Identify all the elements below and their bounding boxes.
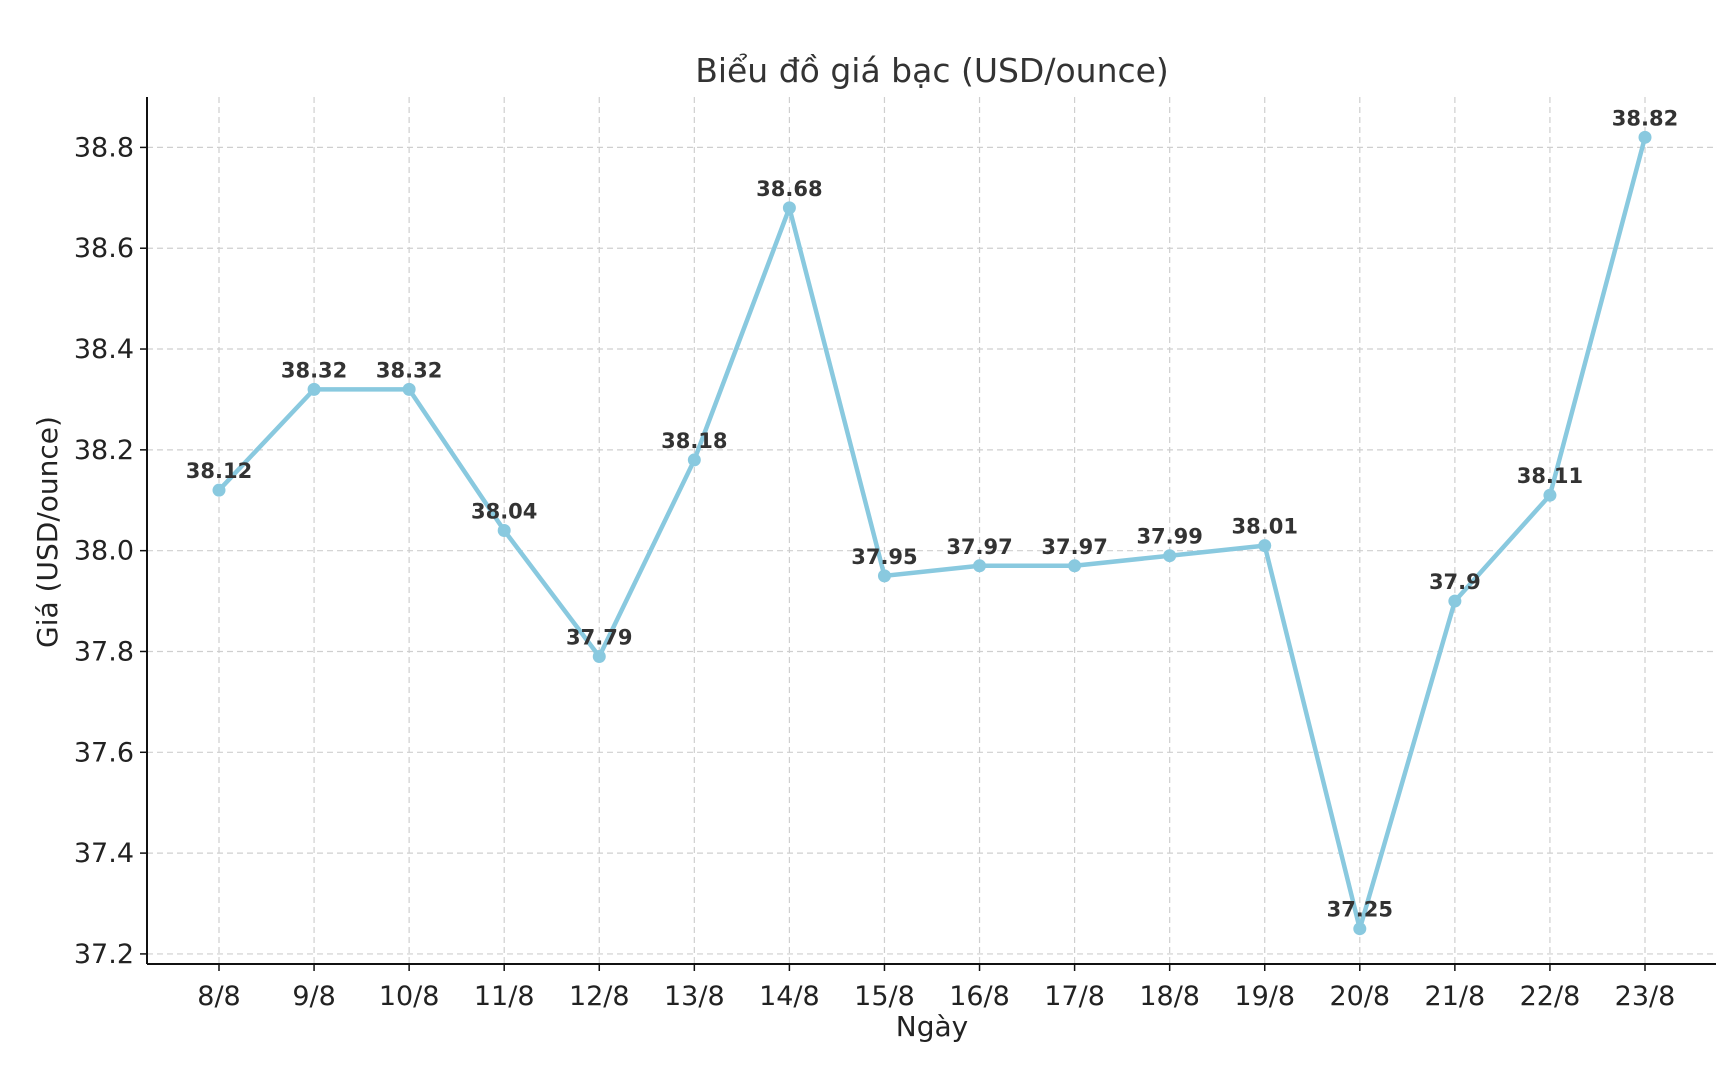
x-tick-label: 22/8 (1520, 981, 1581, 1012)
data-point (497, 524, 511, 537)
data-point (1353, 922, 1367, 936)
data-label: 37.99 (1136, 525, 1202, 549)
series-line (216, 135, 1648, 931)
grid-layer (147, 97, 1716, 964)
x-tick-label: 8/8 (197, 981, 240, 1012)
data-label: 37.97 (946, 535, 1012, 559)
x-tick-label: 14/8 (759, 981, 820, 1012)
data-label: 37.95 (851, 545, 917, 569)
ticks-layer: 37.2 37.4 37.6 37.8 38.0 38.2 38.4 38.6 38.8 8/8 9… (74, 132, 1675, 1012)
data-point (1543, 488, 1557, 502)
y-axis-label: Giá (USD/ounce) (31, 416, 64, 648)
data-point (402, 382, 416, 396)
x-tick-label: 9/8 (292, 981, 335, 1012)
data-point (973, 559, 987, 573)
x-tick-label: 19/8 (1234, 981, 1295, 1012)
y-tick-label: 37.6 (74, 737, 134, 768)
data-point (687, 453, 701, 467)
y-tick-label: 37.2 (74, 939, 134, 970)
data-label: 38.12 (186, 459, 252, 483)
y-tick-label: 38.8 (74, 132, 134, 163)
x-tick-label: 18/8 (1139, 981, 1200, 1012)
x-tick-label: 17/8 (1044, 981, 1105, 1012)
data-label: 38.32 (281, 358, 347, 382)
x-tick-label: 15/8 (854, 981, 915, 1012)
y-tick-label: 38.0 (74, 536, 134, 567)
x-tick-label: 10/8 (379, 981, 440, 1012)
data-point (877, 569, 891, 583)
data-labels-layer: 38.12 38.32 38.32 38.04 37.79 38.18 38.68 37.95… (186, 106, 1678, 921)
x-tick-label: 20/8 (1329, 981, 1390, 1012)
data-point (1068, 559, 1082, 573)
data-label: 38.18 (661, 429, 727, 453)
x-axis-label: Ngày (896, 1010, 968, 1043)
data-label: 38.32 (376, 358, 442, 382)
data-label: 37.97 (1041, 535, 1107, 559)
series-layer (212, 130, 1652, 936)
data-point (1163, 549, 1177, 563)
x-tick-label: 21/8 (1425, 981, 1486, 1012)
data-label: 37.79 (566, 626, 632, 650)
data-label: 38.01 (1232, 515, 1298, 539)
y-tick-label: 38.2 (74, 435, 134, 466)
data-point (212, 483, 226, 497)
data-label: 37.9 (1429, 570, 1481, 594)
y-tick-label: 37.8 (74, 636, 134, 667)
chart-title: Biểu đồ giá bạc (USD/ounce) (695, 51, 1169, 90)
x-tick-label: 16/8 (949, 981, 1010, 1012)
x-tick-label: 23/8 (1615, 981, 1676, 1012)
y-tick-label: 38.6 (74, 233, 134, 264)
data-label: 38.11 (1517, 464, 1583, 488)
data-label: 38.82 (1612, 106, 1678, 130)
data-point (592, 650, 606, 664)
data-point (782, 201, 796, 215)
x-tick-label: 11/8 (474, 981, 535, 1012)
data-point (1638, 130, 1652, 144)
data-point (1448, 594, 1462, 608)
x-tick-label: 12/8 (569, 981, 630, 1012)
y-tick-label: 38.4 (74, 334, 134, 365)
axes-layer (146, 97, 1716, 965)
data-label: 37.25 (1327, 898, 1393, 922)
data-point (1258, 539, 1272, 553)
data-label: 38.68 (756, 177, 822, 201)
data-point (307, 382, 321, 396)
data-label: 38.04 (471, 500, 537, 524)
x-tick-label: 13/8 (664, 981, 725, 1012)
y-tick-label: 37.4 (74, 838, 134, 869)
